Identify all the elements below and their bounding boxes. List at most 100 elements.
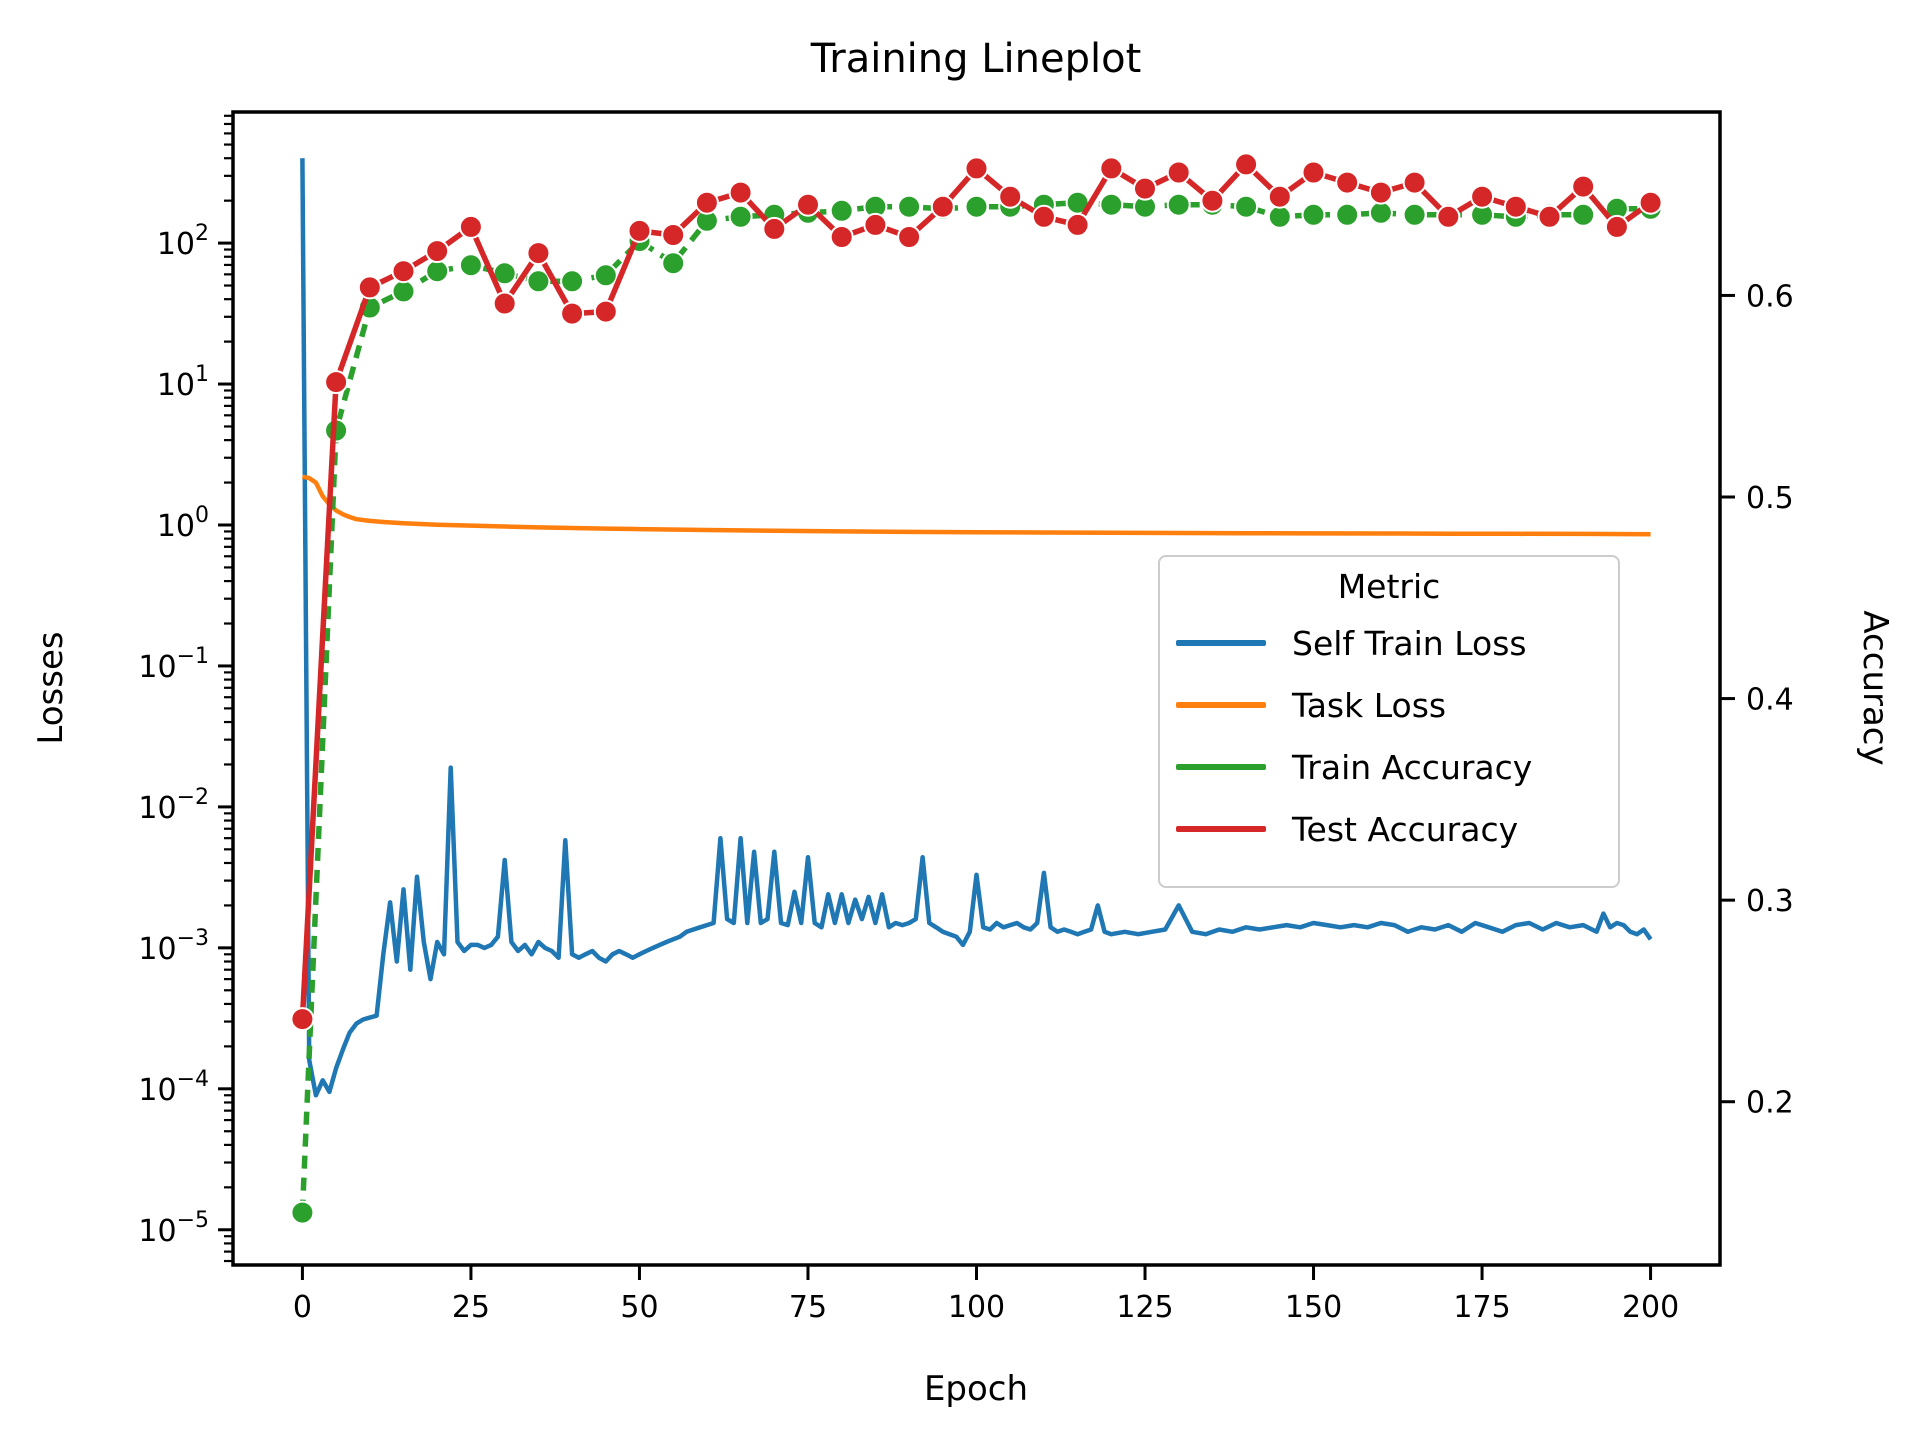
test-accuracy-marker — [1638, 190, 1663, 215]
left-tick-label: 10−3 — [138, 926, 209, 967]
test-accuracy-marker — [1402, 170, 1427, 195]
test-accuracy-marker — [1166, 160, 1191, 185]
left-tick-label: 101 — [157, 362, 209, 403]
train-accuracy-marker — [1099, 192, 1124, 217]
x-tick-label: 175 — [1453, 1290, 1510, 1325]
x-tick-label: 100 — [948, 1290, 1005, 1325]
test-accuracy-marker — [1537, 204, 1562, 229]
train-accuracy-marker — [1368, 200, 1393, 225]
left-y-axis-label: Losses — [31, 631, 71, 744]
left-tick-label: 10−4 — [138, 1067, 209, 1108]
self-train-loss-line-swatch-icon — [1176, 640, 1266, 646]
test-accuracy-marker — [1267, 184, 1292, 209]
series-test-accuracy-markers — [290, 152, 1663, 1032]
test-accuracy-marker — [1234, 152, 1259, 177]
test-accuracy-marker — [964, 156, 989, 181]
x-tick-label: 25 — [452, 1290, 490, 1325]
train-accuracy-marker — [1301, 202, 1326, 227]
x-tick-label: 125 — [1116, 1290, 1173, 1325]
x-axis-ticks: 0 25 50 75 100 125 150 175 200 — [293, 1265, 1679, 1325]
legend-item-task-loss: Task Loss — [1160, 674, 1618, 736]
legend: Metric Self Train Loss Task Loss Train Acc… — [1158, 555, 1620, 888]
legend-items: Self Train Loss Task Loss Train Accuracy Te… — [1160, 612, 1618, 860]
legend-title: Metric — [1337, 567, 1441, 606]
test-accuracy-marker — [324, 370, 349, 395]
legend-item-label: Task Loss — [1292, 685, 1447, 725]
legend-item-label: Self Train Loss — [1292, 623, 1527, 663]
train-accuracy-marker — [1267, 204, 1292, 229]
train-accuracy-marker — [560, 269, 585, 294]
test-accuracy-line-swatch-icon — [1176, 826, 1266, 832]
series-layer — [290, 152, 1663, 1225]
chart-title: Training Lineplot — [810, 36, 1142, 82]
test-accuracy-marker — [694, 190, 719, 215]
test-accuracy-marker — [560, 301, 585, 326]
test-accuracy-marker — [627, 218, 652, 243]
x-tick-label: 0 — [293, 1290, 312, 1325]
train-accuracy-marker — [290, 1200, 315, 1225]
test-accuracy-marker — [796, 192, 820, 217]
test-accuracy-marker — [492, 291, 517, 316]
test-accuracy-marker — [1503, 194, 1528, 219]
test-accuracy-marker — [1133, 176, 1157, 201]
train-accuracy-marker — [661, 251, 686, 276]
test-accuracy-marker — [1604, 214, 1629, 239]
right-tick-label: 0.5 — [1746, 481, 1794, 516]
legend-item-test-accuracy: Test Accuracy — [1160, 798, 1618, 860]
task-loss-line-swatch-icon — [1176, 702, 1266, 708]
test-accuracy-marker — [998, 184, 1023, 209]
x-tick-label: 150 — [1285, 1290, 1342, 1325]
train-accuracy-marker — [1402, 202, 1427, 227]
train-accuracy-marker — [526, 269, 551, 294]
test-accuracy-marker — [863, 212, 888, 237]
x-tick-label: 75 — [789, 1290, 827, 1325]
right-tick-label: 0.4 — [1746, 683, 1794, 718]
test-accuracy-marker — [1571, 174, 1596, 199]
test-accuracy-marker — [425, 239, 450, 264]
train-accuracy-marker — [1335, 202, 1360, 227]
right-tick-label: 0.3 — [1746, 884, 1794, 919]
test-accuracy-marker — [829, 225, 854, 249]
test-accuracy-marker — [930, 194, 955, 219]
train-accuracy-marker — [964, 194, 989, 219]
left-axis-ticks: 102 101 100 10−1 10−2 10−3 10−4 10−5 — [138, 114, 233, 1263]
plot-border — [231, 110, 1722, 1267]
train-accuracy-marker — [391, 279, 416, 304]
test-accuracy-marker — [1301, 160, 1326, 185]
test-accuracy-marker — [290, 1007, 315, 1032]
test-accuracy-marker — [458, 214, 483, 239]
test-accuracy-marker — [897, 225, 922, 249]
test-accuracy-marker — [391, 259, 416, 284]
series-task-loss-line — [301, 474, 1651, 537]
test-accuracy-marker — [1335, 170, 1360, 195]
right-axis-ticks: 0.6 0.5 0.4 0.3 0.2 — [1720, 279, 1794, 1121]
left-tick-label: 102 — [157, 221, 209, 262]
test-accuracy-marker — [1200, 188, 1225, 213]
x-axis-label: Epoch — [924, 1369, 1028, 1409]
left-tick-label: 10−5 — [138, 1208, 209, 1249]
train-accuracy-marker — [897, 194, 922, 219]
train-accuracy-marker — [829, 198, 854, 223]
right-tick-label: 0.6 — [1746, 279, 1794, 314]
legend-item-label: Train Accuracy — [1292, 747, 1533, 787]
right-tick-label: 0.2 — [1746, 1086, 1794, 1121]
left-tick-label: 10−1 — [138, 644, 209, 685]
train-accuracy-marker — [728, 204, 753, 229]
left-tick-label: 10−2 — [138, 785, 209, 826]
train-accuracy-marker — [425, 259, 450, 284]
test-accuracy-marker — [357, 275, 382, 300]
train-accuracy-marker — [458, 253, 483, 278]
right-y-axis-label: Accuracy — [1855, 610, 1895, 765]
axes-layer: 0 25 50 75 100 125 150 175 20010210110010−110−21… — [138, 114, 1794, 1325]
train-accuracy-marker — [1571, 202, 1596, 227]
train-accuracy-marker — [593, 263, 618, 288]
x-tick-label: 200 — [1622, 1290, 1679, 1325]
train-accuracy-marker — [1166, 192, 1191, 217]
series-self-train-loss-line — [300, 158, 1653, 1098]
left-tick-label: 100 — [157, 503, 209, 544]
test-accuracy-marker — [1099, 156, 1124, 181]
test-accuracy-marker — [728, 180, 753, 205]
test-accuracy-marker — [593, 299, 618, 324]
